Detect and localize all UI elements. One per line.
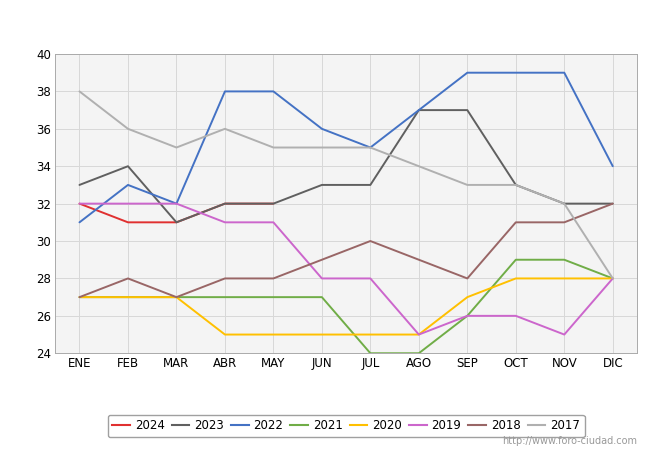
Text: Afiliados en Azanuy-Alins a 31/5/2024: Afiliados en Azanuy-Alins a 31/5/2024 bbox=[168, 14, 482, 33]
Legend: 2024, 2023, 2022, 2021, 2020, 2019, 2018, 2017: 2024, 2023, 2022, 2021, 2020, 2019, 2018… bbox=[108, 415, 584, 437]
Text: http://www.foro-ciudad.com: http://www.foro-ciudad.com bbox=[502, 436, 637, 446]
